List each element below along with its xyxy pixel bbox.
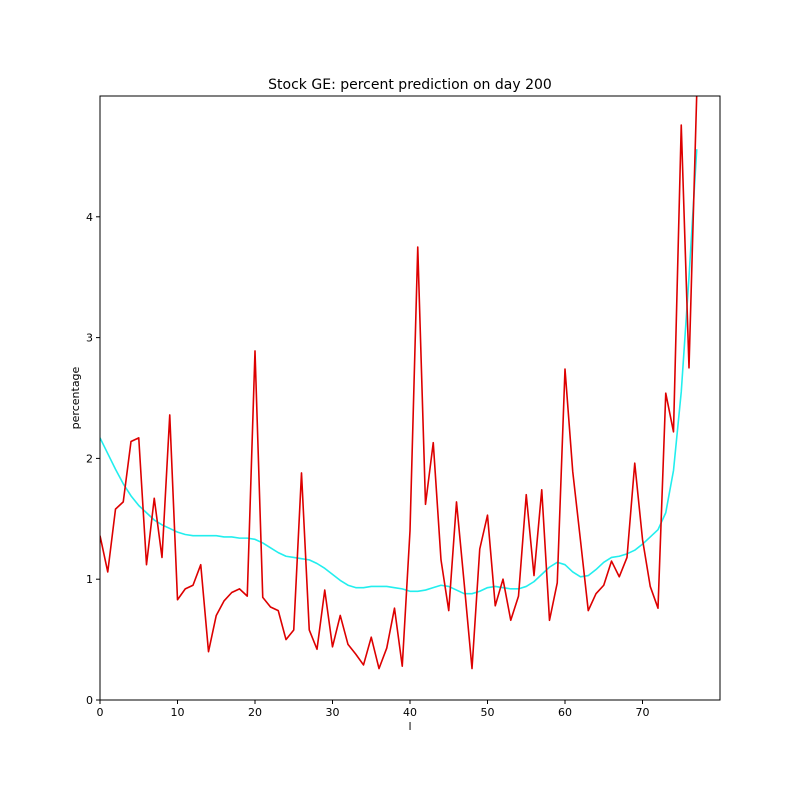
y-tick-label: 4	[86, 211, 93, 224]
x-axis-label: l	[408, 720, 411, 733]
x-tick-label: 50	[481, 706, 495, 719]
x-tick-label: 60	[558, 706, 572, 719]
plot-area	[100, 96, 698, 670]
y-axis-label: percentage	[69, 366, 82, 429]
y-tick-label: 3	[86, 332, 93, 345]
x-axis: 0 10 20 30 40 50 60 70	[97, 700, 650, 719]
x-tick-label: 10	[171, 706, 185, 719]
y-tick-label: 0	[86, 694, 93, 707]
series-line-red	[100, 96, 698, 670]
x-tick-label: 0	[97, 706, 104, 719]
x-tick-label: 40	[403, 706, 417, 719]
plot-frame	[99, 95, 721, 701]
x-tick-label: 30	[326, 706, 340, 719]
series-line-cyan	[100, 149, 698, 595]
x-tick-label: 70	[636, 706, 650, 719]
x-tick-label: 20	[248, 706, 262, 719]
chart-title: Stock GE: percent prediction on day 200	[268, 77, 552, 93]
y-tick-label: 1	[86, 573, 93, 586]
y-axis: 0 1 2 3 4	[86, 211, 100, 707]
y-tick-label: 2	[86, 452, 93, 465]
